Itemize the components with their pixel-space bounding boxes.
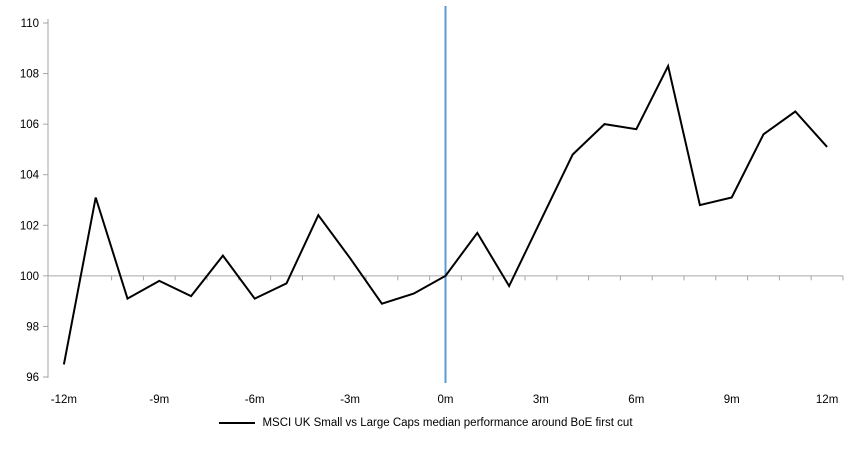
x-axis-tick-label: 0m bbox=[438, 394, 454, 406]
y-axis-tick-label: 98 bbox=[26, 321, 39, 333]
series-line bbox=[62, 63, 828, 365]
x-axis-tick-label: 12m bbox=[816, 394, 838, 406]
legend-line-swatch bbox=[219, 422, 256, 424]
legend: MSCI UK Small vs Large Caps median perfo… bbox=[0, 417, 852, 429]
y-axis-tick-label: 100 bbox=[20, 271, 39, 283]
y-axis-tick-label: 102 bbox=[20, 220, 39, 232]
x-axis-tick-label: -3m bbox=[340, 394, 360, 406]
y-axis-tick-label: 104 bbox=[20, 170, 40, 182]
x-axis-tick-label: 3m bbox=[533, 394, 549, 406]
y-axis-tick-label: 108 bbox=[20, 69, 39, 81]
y-axis-tick-label: 110 bbox=[21, 18, 39, 30]
x-axis-tick-label: -9m bbox=[149, 394, 169, 406]
line-chart: 96 98 100 102 104 106 108 110 -12m -9m -6m -3m 0m 3m 6… bbox=[20, 6, 844, 406]
x-axis-tick-label: -12m bbox=[51, 394, 77, 406]
legend-label: MSCI UK Small vs Large Caps median perfo… bbox=[262, 417, 633, 429]
x-axis-tick-label: 6m bbox=[628, 394, 644, 406]
x-axis-tick-label: -6m bbox=[245, 394, 265, 406]
y-axis-tick-label: 96 bbox=[26, 372, 39, 384]
y-axis-tick-label: 106 bbox=[20, 119, 39, 131]
x-axis-tick-label: 9m bbox=[724, 394, 740, 406]
